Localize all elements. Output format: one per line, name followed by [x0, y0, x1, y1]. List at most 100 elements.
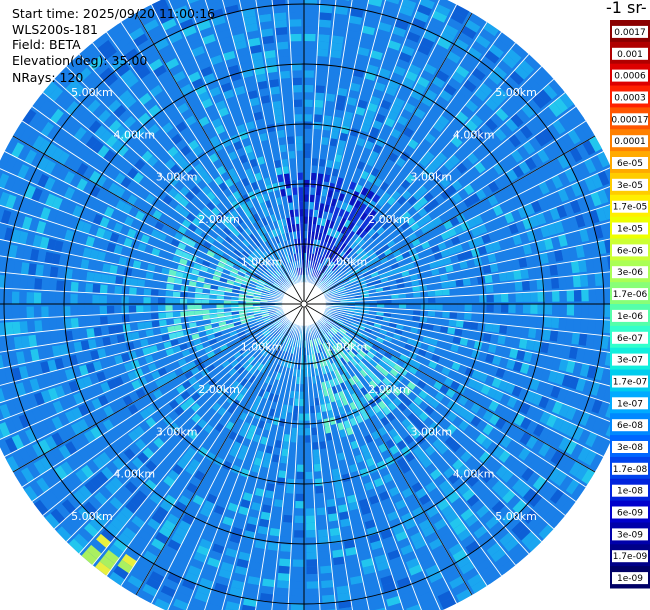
ppi-gate [373, 177, 383, 187]
ppi-gate [364, 519, 377, 530]
ppi-gate [348, 369, 356, 378]
ppi-gate [240, 378, 249, 387]
ppi-gate [347, 230, 355, 239]
ppi-gate [180, 364, 191, 374]
ppi-gate [506, 168, 518, 182]
ppi-gate [358, 92, 370, 102]
ppi-gate [435, 69, 450, 83]
ppi-gate [454, 328, 463, 336]
ppi-gate [392, 563, 407, 575]
ppi-gate [440, 596, 457, 610]
ppi-gate [328, 446, 336, 456]
ppi-gate [41, 319, 50, 332]
ppi-gate [378, 522, 391, 533]
ppi-gate [557, 188, 569, 203]
ppi-gate [218, 568, 233, 580]
ppi-gate [264, 564, 277, 573]
ppi-gate [425, 23, 441, 36]
ppi-gate [458, 143, 471, 156]
ppi-gate [378, 568, 392, 579]
ppi-gate [411, 481, 424, 493]
ppi-gate [427, 290, 436, 297]
ppi-gate [273, 499, 284, 508]
ppi-gate [331, 123, 341, 133]
ppi-gate [483, 137, 496, 151]
ppi-gate [346, 29, 360, 40]
ppi-gate [257, 371, 264, 380]
ppi-gate [322, 288, 330, 293]
ppi-gate [461, 534, 476, 548]
ppi-gate [180, 545, 195, 558]
ppi-gate [546, 250, 557, 263]
ppi-gate [283, 397, 290, 405]
ppi-gate [487, 387, 498, 399]
ppi-gate [313, 254, 317, 262]
ppi-gate [469, 276, 479, 285]
ppi-gate [413, 107, 426, 120]
ppi-gate [314, 92, 325, 101]
ppi-gate [388, 486, 401, 497]
ppi-gate [584, 176, 597, 192]
ppi-gate [196, 513, 209, 525]
ppi-gate [406, 304, 414, 309]
ppi-gate [174, 417, 186, 428]
ppi-gate [523, 509, 538, 524]
ppi-gate [411, 57, 425, 69]
ppi-gate [265, 342, 272, 350]
ppi-gate [455, 65, 470, 78]
ppi-gate [54, 465, 68, 480]
ppi-gate [461, 329, 470, 338]
ppi-gate [345, 352, 353, 361]
ppi-gate [216, 364, 225, 373]
ppi-gate [457, 528, 472, 542]
ppi-gate [338, 169, 346, 179]
ppi-gate [407, 412, 418, 423]
ppi-gate [364, 417, 374, 428]
ppi-gate [379, 328, 388, 335]
ppi-gate [582, 379, 594, 394]
ppi-gate [231, 527, 244, 537]
ppi-gate [413, 297, 421, 303]
ppi-gate [469, 192, 481, 204]
ppi-gate [580, 274, 589, 287]
ppi-gate [126, 521, 141, 535]
ppi-gate [334, 369, 341, 378]
ppi-gate [389, 230, 398, 239]
ppi-gate [540, 225, 551, 238]
ppi-gate [98, 451, 111, 465]
ppi-gate [343, 480, 354, 490]
ppi-gate [377, 217, 386, 226]
ppi-gate [434, 3, 451, 17]
ppi-gate [321, 381, 327, 390]
ppi-gate [357, 238, 366, 247]
ppi-gate [537, 304, 545, 315]
ppi-gate [79, 389, 91, 402]
ppi-gate [5, 437, 18, 454]
ppi-gate [330, 42, 343, 52]
ppi-gate [490, 217, 501, 229]
ppi-gate [590, 173, 603, 189]
ppi-gate [408, 24, 424, 36]
ppi-gate [355, 53, 368, 64]
ppi-gate [326, 321, 334, 327]
ppi-gate [340, 338, 348, 345]
ppi-gate [406, 120, 418, 132]
ppi-gate [212, 360, 222, 369]
ppi-gate [518, 256, 528, 268]
ppi-gate [525, 187, 537, 201]
ppi-gate [467, 73, 482, 87]
ppi-gate [286, 329, 291, 337]
ppi-gate [328, 329, 335, 337]
ppi-gate [283, 507, 294, 516]
ppi-gate [165, 298, 173, 304]
ppi-gate [412, 360, 422, 369]
ppi-gate [345, 141, 355, 151]
ppi-gate [378, 381, 387, 391]
ppi-gate [337, 87, 348, 97]
ppi-gate [158, 525, 173, 539]
ppi-gate [515, 108, 530, 123]
ppi-gate [530, 304, 538, 314]
ppi-gate [462, 488, 476, 502]
ppi-gate [100, 381, 111, 394]
ppi-gate [470, 114, 484, 127]
